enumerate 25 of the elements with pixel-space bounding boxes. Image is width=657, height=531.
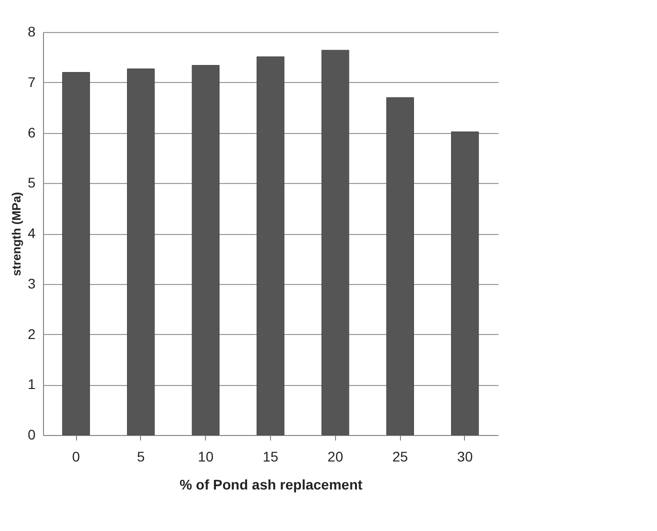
x-tick-label: 0 — [72, 448, 80, 464]
bar — [321, 50, 350, 436]
bar — [256, 56, 284, 436]
x-tick-label: 30 — [457, 448, 473, 464]
bar — [62, 72, 90, 436]
x-axis-title: % of Pond ash replacement — [180, 476, 363, 492]
bar — [451, 131, 479, 436]
x-tick-label: 10 — [198, 448, 214, 464]
y-tick-label: 1 — [28, 376, 36, 392]
x-tick-label: 15 — [262, 448, 278, 464]
y-tick-label: 6 — [28, 124, 36, 140]
x-tick-label: 20 — [328, 448, 344, 464]
y-tick-label: 0 — [28, 426, 36, 442]
bar — [386, 97, 414, 436]
y-tick-label: 5 — [28, 174, 36, 191]
bar — [127, 68, 155, 436]
x-tick-label: 5 — [136, 448, 145, 464]
y-tick-label: 7 — [28, 74, 36, 90]
bar — [192, 65, 220, 436]
x-tick-label: 25 — [392, 448, 408, 464]
y-tick-label: 3 — [28, 275, 36, 292]
y-tick-label: 4 — [28, 225, 36, 241]
y-tick-label: 8 — [28, 24, 36, 40]
y-axis-title: strength (MPa) — [10, 192, 24, 276]
y-tick-label: 2 — [28, 326, 36, 342]
